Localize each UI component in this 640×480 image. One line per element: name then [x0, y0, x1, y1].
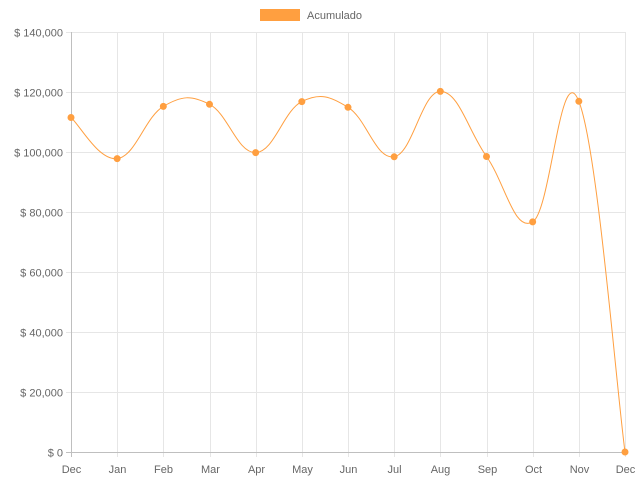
data-point[interactable]: [621, 448, 629, 456]
x-tick-label: Mar: [201, 464, 220, 476]
x-tick-label: Nov: [570, 464, 590, 476]
data-point[interactable]: [483, 153, 490, 160]
x-tick-label: Apr: [248, 464, 265, 476]
y-tick-label: $ 80,000: [20, 208, 63, 220]
legend-label[interactable]: Acumulado: [307, 10, 362, 22]
x-tick-label: Dec: [616, 464, 636, 476]
y-tick-label: $ 20,000: [20, 388, 63, 400]
x-tick-label: Jun: [340, 464, 358, 476]
x-axis-ticks: Dec Jan Feb Mar Apr May Jun Jul Aug Sep Oct Nov Dec: [62, 464, 636, 476]
data-point[interactable]: [344, 103, 352, 111]
data-point[interactable]: [113, 155, 121, 163]
y-tick-label: $ 60,000: [20, 268, 63, 280]
x-tick-label: Oct: [525, 464, 542, 476]
y-tick-label: $ 40,000: [20, 328, 63, 340]
x-tick-label: May: [292, 464, 313, 476]
grid: [66, 32, 626, 457]
y-tick-label: $ 0: [48, 448, 63, 460]
y-tick-label: $ 120,000: [14, 88, 63, 100]
y-tick-label: $ 140,000: [14, 28, 63, 40]
data-point[interactable]: [575, 97, 583, 105]
data-point[interactable]: [298, 98, 306, 106]
x-tick-label: Sep: [478, 464, 498, 476]
y-tick-label: $ 100,000: [14, 148, 63, 160]
data-point[interactable]: [436, 87, 444, 95]
x-tick-label: Dec: [62, 464, 82, 476]
data-point[interactable]: [390, 153, 398, 161]
data-point[interactable]: [529, 218, 537, 226]
axes: [71, 32, 625, 453]
data-point[interactable]: [252, 149, 260, 157]
x-tick-label: Aug: [431, 464, 451, 476]
x-tick-label: Jul: [387, 464, 401, 476]
legend-swatch[interactable]: [260, 9, 300, 21]
data-point[interactable]: [159, 102, 167, 110]
data-point[interactable]: [67, 114, 75, 121]
series: [67, 87, 629, 456]
x-tick-label: Jan: [109, 464, 127, 476]
legend[interactable]: Acumulado: [260, 9, 362, 22]
x-tick-label: Feb: [154, 464, 173, 476]
data-point[interactable]: [206, 100, 213, 108]
y-axis-ticks: $ 0 $ 20,000 $ 40,000 $ 60,000 $ 80,000 $ 100…: [14, 28, 63, 460]
